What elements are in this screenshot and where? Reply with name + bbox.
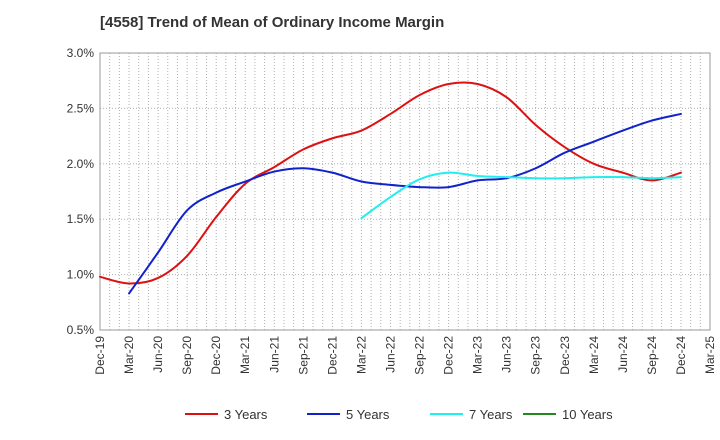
x-tick-label: Jun-24 [616,336,630,373]
y-tick-label: 2.0% [67,157,95,171]
y-tick-label: 3.0% [67,46,95,60]
y-tick-label: 1.0% [67,268,95,282]
x-tick-label: Jun-23 [500,336,514,373]
x-tick-label: Dec-21 [325,336,339,375]
x-tick-label: Dec-20 [209,336,223,375]
plot-frame [99,52,711,331]
legend-label-3-years: 3 Years [224,407,268,422]
x-tick-label: Sep-23 [529,336,543,375]
y-tick-label: 2.5% [67,101,95,115]
x-tick-label: Mar-25 [703,336,717,374]
y-tick-label: 1.5% [67,212,95,226]
x-tick-label: Dec-22 [442,336,456,375]
y-tick-label: 0.5% [67,323,95,337]
legend-label-7-years: 7 Years [469,407,513,422]
x-tick-label: Dec-23 [558,336,572,375]
x-tick-label: Jun-22 [383,336,397,373]
x-tick-label: Sep-24 [645,336,659,375]
x-tick-label: Jun-20 [151,336,165,373]
chart-title: [4558] Trend of Mean of Ordinary Income … [100,14,445,31]
series-line-7-years [360,171,682,220]
grid [100,53,710,330]
y-axis-ticks: 0.5% 1.0% 1.5% 2.0% 2.5% 3.0% [67,46,95,337]
x-tick-label: Mar-24 [587,336,601,374]
x-tick-label: Sep-22 [413,336,427,375]
series-line-3-years [99,81,682,285]
x-axis-ticks: Dec-19 Mar-20 Jun-20 Sep-20 Dec-20 Mar-21 Jun-… [93,336,717,375]
series-lines [99,81,682,295]
x-tick-label: Sep-20 [180,336,194,375]
x-tick-label: Dec-19 [93,336,107,375]
x-tick-label: Sep-21 [296,336,310,375]
x-tick-label: Dec-24 [674,336,688,375]
x-tick-label: Mar-21 [238,336,252,374]
x-tick-label: Mar-20 [122,336,136,374]
legend-label-10-years: 10 Years [562,407,613,422]
legend: 3 Years 5 Years 7 Years 10 Years [185,407,613,422]
x-tick-label: Jun-21 [267,336,281,373]
legend-label-5-years: 5 Years [346,407,390,422]
x-tick-label: Mar-22 [354,336,368,374]
series-line-5-years [128,112,682,295]
x-tick-label: Mar-23 [471,336,485,374]
